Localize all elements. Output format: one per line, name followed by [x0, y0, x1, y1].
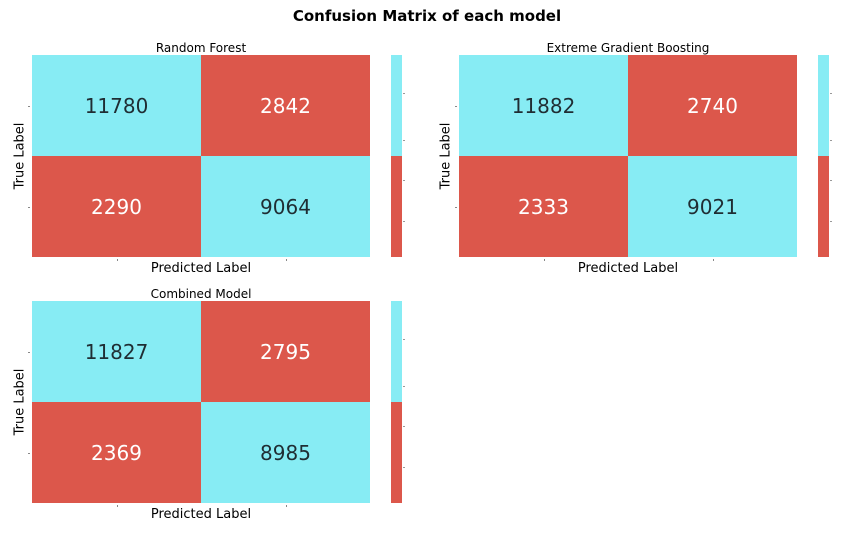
matrix-cell: 9021 [628, 156, 797, 257]
colorbar-tick [403, 385, 405, 387]
x-tick [543, 259, 545, 261]
colorbar-low [391, 402, 402, 503]
y-axis-label: True Label [438, 122, 454, 190]
panel-title: Random Forest [155, 41, 247, 55]
colorbar-tick [403, 180, 405, 182]
colorbar-tick [830, 139, 832, 141]
colorbar-tick [403, 93, 405, 95]
y-axis-label: True Label [12, 122, 28, 190]
x-tick [285, 505, 287, 507]
panel-title: Extreme Gradient Boosting [546, 41, 710, 55]
colorbar-tick [830, 220, 832, 222]
colorbar-low [391, 156, 402, 257]
colorbar-tick [403, 339, 405, 341]
matrix-cell: 2842 [201, 55, 370, 156]
x-axis-label: Predicted Label [150, 507, 252, 522]
colorbar-tick [403, 426, 405, 428]
colorbar [391, 55, 402, 257]
matrix-cell: 2369 [32, 402, 201, 503]
colorbar-high [391, 301, 402, 402]
matrix-cell: 11780 [32, 55, 201, 156]
figure-title: Confusion Matrix of each model [292, 7, 562, 25]
matrix-cell: 9064 [201, 156, 370, 257]
colorbar-high [391, 55, 402, 156]
matrix-cell: 11882 [459, 55, 628, 156]
colorbar [818, 55, 829, 257]
colorbar [391, 301, 402, 503]
y-tick [28, 452, 30, 454]
y-tick [28, 206, 30, 208]
colorbar-tick [403, 139, 405, 141]
colorbar-tick [830, 180, 832, 182]
colorbar-tick [403, 466, 405, 468]
colorbar-low [818, 156, 829, 257]
x-tick [116, 259, 118, 261]
matrix-cell: 8985 [201, 402, 370, 503]
y-tick [28, 105, 30, 107]
x-tick [285, 259, 287, 261]
matrix-cell: 2740 [628, 55, 797, 156]
x-tick [116, 505, 118, 507]
panel-title: Combined Model [150, 287, 252, 301]
matrix-cell: 2795 [201, 301, 370, 402]
colorbar-tick [830, 93, 832, 95]
x-axis-label: Predicted Label [577, 261, 679, 276]
colorbar-high [818, 55, 829, 156]
y-tick [28, 351, 30, 353]
matrix-cell: 11827 [32, 301, 201, 402]
colorbar-tick [403, 220, 405, 222]
y-axis-label: True Label [12, 368, 28, 436]
y-tick [455, 105, 457, 107]
matrix-cell: 2290 [32, 156, 201, 257]
x-tick [712, 259, 714, 261]
matrix-cell: 2333 [459, 156, 628, 257]
x-axis-label: Predicted Label [150, 261, 252, 276]
y-tick [455, 206, 457, 208]
